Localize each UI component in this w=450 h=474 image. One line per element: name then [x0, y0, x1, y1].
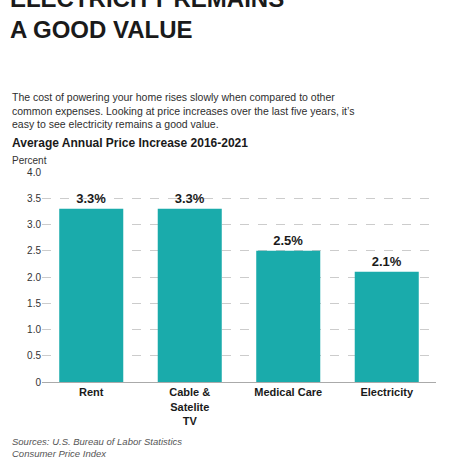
svg-text:0: 0: [35, 377, 41, 388]
svg-text:ELECTRICITY REMAINSA GOOD VALU: ELECTRICITY REMAINSA GOOD VALUE: [10, 0, 284, 43]
svg-text:2.5: 2.5: [27, 245, 41, 256]
svg-text:3.0: 3.0: [27, 219, 41, 230]
svg-text:4.0: 4.0: [27, 167, 41, 178]
svg-text:1.5: 1.5: [27, 298, 41, 309]
svg-text:The cost of powering your home: The cost of powering your home rises slo…: [12, 91, 354, 130]
svg-text:2.5%: 2.5%: [273, 233, 303, 248]
svg-text:Percent: Percent: [12, 155, 47, 166]
svg-text:Sources: U.S. Bureau of Labor: Sources: U.S. Bureau of Labor Statistics…: [12, 436, 182, 459]
svg-text:Cable &SateliteTV: Cable &SateliteTV: [169, 386, 210, 427]
svg-text:3.3%: 3.3%: [175, 191, 205, 206]
svg-text:3.5: 3.5: [27, 193, 41, 204]
svg-text:1.0: 1.0: [27, 324, 41, 335]
svg-text:3.3%: 3.3%: [76, 191, 106, 206]
svg-text:Electricity: Electricity: [360, 386, 413, 398]
svg-text:Rent: Rent: [79, 386, 104, 398]
svg-text:Average Annual Price Increase: Average Annual Price Increase 2016-2021: [12, 136, 248, 150]
svg-text:2.0: 2.0: [27, 272, 41, 283]
svg-text:0.5: 0.5: [27, 350, 41, 361]
svg-text:Medical Care: Medical Care: [254, 386, 322, 398]
svg-text:2.1%: 2.1%: [372, 254, 402, 269]
